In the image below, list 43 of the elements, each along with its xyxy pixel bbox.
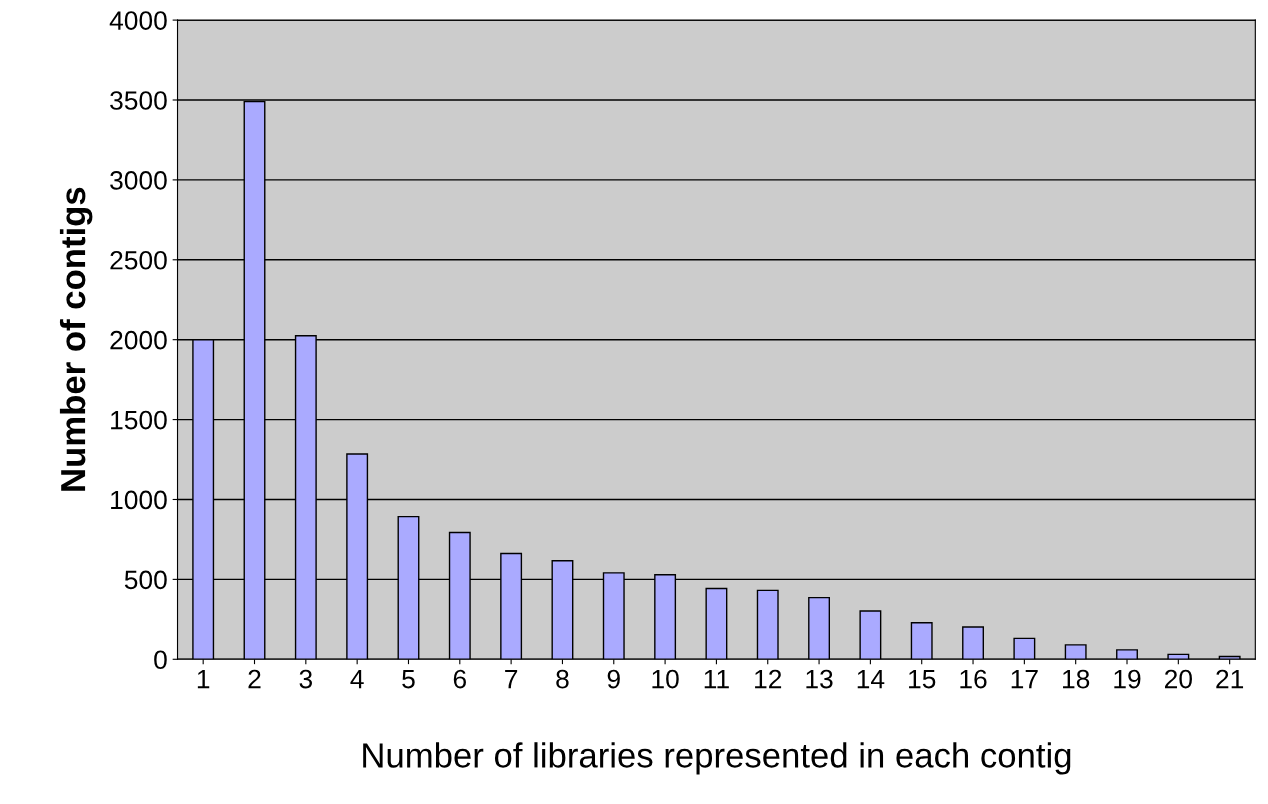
x-tick-label: 21 xyxy=(1216,669,1244,689)
y-tick-label: 500 xyxy=(124,570,167,590)
bar xyxy=(1167,653,1190,660)
x-tick-label: 5 xyxy=(402,669,415,689)
bar xyxy=(859,610,882,660)
x-tick-label: 18 xyxy=(1063,669,1090,689)
x-tick-label: 2 xyxy=(248,669,261,689)
bar xyxy=(962,626,984,660)
x-tick-label: 11 xyxy=(704,669,729,689)
y-tick-label: 1000 xyxy=(111,490,167,510)
y-tick-label: 1500 xyxy=(111,410,167,430)
bar xyxy=(1013,637,1036,660)
x-tick-label: 9 xyxy=(607,669,620,689)
x-tick-label: 1 xyxy=(197,669,210,689)
x-tick-label: 12 xyxy=(755,669,782,689)
y-tick-label: 0 xyxy=(154,650,167,670)
x-tick-label: 20 xyxy=(1164,669,1192,689)
x-axis-title: Number of libraries represented in each contig xyxy=(363,742,1071,775)
bar xyxy=(756,589,779,660)
y-tick-label: 4000 xyxy=(109,11,167,30)
x-tick-label: 8 xyxy=(556,669,569,689)
bar xyxy=(808,596,831,660)
y-tick-label: 2000 xyxy=(110,330,167,350)
x-tick-label: 3 xyxy=(299,669,313,689)
x-tick-label: 14 xyxy=(857,669,885,689)
x-tick-label: 16 xyxy=(960,669,987,689)
y-tick-label: 3500 xyxy=(110,91,167,110)
y-tick-label: 3000 xyxy=(110,171,167,190)
x-tick-label: 17 xyxy=(1011,669,1038,689)
bar xyxy=(1218,655,1241,660)
y-axis-title: Number of contigs xyxy=(59,187,93,491)
x-tick-label: 19 xyxy=(1114,669,1141,689)
bar xyxy=(705,587,728,660)
bar xyxy=(1064,644,1087,660)
x-tick-label: 7 xyxy=(505,669,518,689)
y-tick-label: 2500 xyxy=(110,250,167,270)
x-tick-label: 6 xyxy=(453,669,466,689)
x-tick-label: 15 xyxy=(909,669,936,689)
x-tick-label: 13 xyxy=(806,669,833,689)
bar xyxy=(910,621,933,660)
x-tick-label: 4 xyxy=(350,669,364,689)
x-tick-label: 10 xyxy=(652,669,679,689)
bar xyxy=(1116,649,1138,660)
